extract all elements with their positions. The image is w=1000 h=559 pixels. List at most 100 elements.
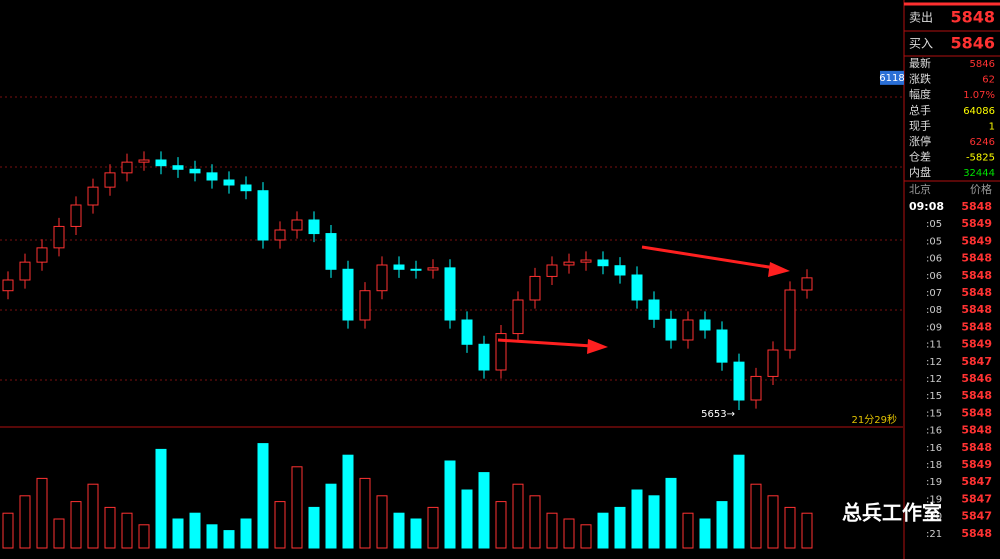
volume-bar (19, 495, 31, 549)
arrow-line (641, 245, 776, 270)
low-label: 5653→ (701, 409, 735, 420)
price-tag: 6118 (879, 73, 904, 84)
candle-body (206, 172, 218, 181)
volume-bar (410, 518, 422, 549)
candle-body (614, 265, 626, 276)
candle-body (359, 290, 371, 321)
volume-bar (206, 524, 218, 549)
tick-price: 5848 (961, 200, 992, 213)
quote-value: 32444 (963, 168, 995, 179)
volume-bar (461, 489, 473, 549)
arrow-line (497, 338, 593, 348)
volume-bar (308, 506, 320, 549)
arrow-head (768, 262, 790, 277)
candle-body (291, 219, 303, 231)
tick-time: :07 (926, 288, 942, 299)
candle-body (699, 319, 711, 331)
volume-bar (172, 518, 184, 549)
candle-body (240, 184, 252, 192)
volume-bar (733, 454, 745, 549)
candle-body (648, 299, 660, 320)
volume-bar (155, 448, 167, 549)
tick-time: :16 (926, 443, 942, 454)
volume-bar (750, 483, 762, 549)
volume-bar (274, 501, 286, 549)
volume-bar (546, 512, 558, 549)
arrow-head (587, 339, 608, 354)
tick-price: 5849 (961, 234, 992, 247)
tick-price: 5848 (961, 441, 992, 454)
quote-label: 仓差 (909, 150, 931, 164)
volume-bar (648, 495, 660, 549)
volume-bar (512, 483, 524, 549)
tick-price: 5847 (961, 510, 992, 523)
quote-label: 涨停 (909, 134, 931, 148)
tick-price: 5848 (961, 286, 992, 299)
tick-price: 5849 (961, 217, 992, 230)
candle-body (87, 186, 99, 206)
candle-body (155, 159, 167, 167)
volume-bar (699, 518, 711, 549)
candle-body (2, 279, 14, 292)
volume-bar (359, 477, 371, 549)
quote-label: 总手 (909, 103, 931, 117)
volume-bar (682, 512, 694, 549)
tick-time: :15 (926, 408, 942, 419)
volume-bar (716, 501, 728, 549)
quote-value: 5846 (950, 34, 995, 53)
volume-bar (495, 501, 507, 549)
candle-body (461, 319, 473, 345)
volume-bar (784, 506, 796, 549)
candle-body (308, 219, 320, 235)
tick-time: :16 (926, 426, 942, 437)
candle-body (325, 233, 337, 270)
tick-price: 5847 (961, 492, 992, 505)
quote-value: 5846 (970, 59, 995, 70)
quote-panel: 卖出 5848 买入 5846 最新 5846 涨跌 62 幅度 1.07% 总手 64086 现手 1 涨… (909, 8, 995, 540)
volume-bar (376, 495, 388, 549)
candle-body (546, 264, 558, 277)
tick-price: 5848 (961, 320, 992, 333)
quote-label: 现手 (909, 118, 931, 132)
tick-price: 5846 (961, 372, 992, 385)
volume-bar (53, 518, 65, 549)
candle-body (801, 277, 813, 291)
quote-value: -5825 (966, 153, 995, 164)
timer: 21分29秒 (852, 413, 897, 426)
candle-body (70, 204, 82, 227)
volume-bar (529, 495, 541, 549)
candle-body (393, 264, 405, 270)
tick-price: 5848 (961, 424, 992, 437)
tick-time: :06 (926, 271, 942, 282)
volume-bar (665, 477, 677, 549)
candle-body (580, 259, 592, 263)
volume-bar (104, 506, 116, 549)
tick-price: 5847 (961, 355, 992, 368)
tick-price: 5848 (961, 303, 992, 316)
quote-value: 62 (982, 75, 995, 86)
volume-bar (393, 512, 405, 549)
candle-body (274, 229, 286, 241)
quote-value: 64086 (963, 106, 995, 117)
quote-label: 涨跌 (909, 72, 931, 86)
candle-body (410, 268, 422, 271)
tick-time: :19 (926, 494, 942, 505)
tick-time: :21 (926, 529, 942, 540)
candle-body (53, 225, 65, 249)
candle-body (223, 179, 235, 186)
watermark: 总兵工作室 (842, 501, 942, 525)
candle-body (342, 268, 354, 321)
volume-bar (257, 443, 269, 549)
candle-body (716, 329, 728, 363)
volume-bar (291, 466, 303, 549)
volume-bar (189, 512, 201, 549)
candle-body (733, 361, 745, 401)
candle-body (444, 267, 456, 321)
volume-bar (240, 518, 252, 549)
tick-time: :09 (926, 322, 942, 333)
volume-bar (801, 512, 813, 549)
price-tag-box (880, 70, 904, 85)
tick-price: 5848 (961, 252, 992, 265)
candle-body (121, 161, 133, 174)
